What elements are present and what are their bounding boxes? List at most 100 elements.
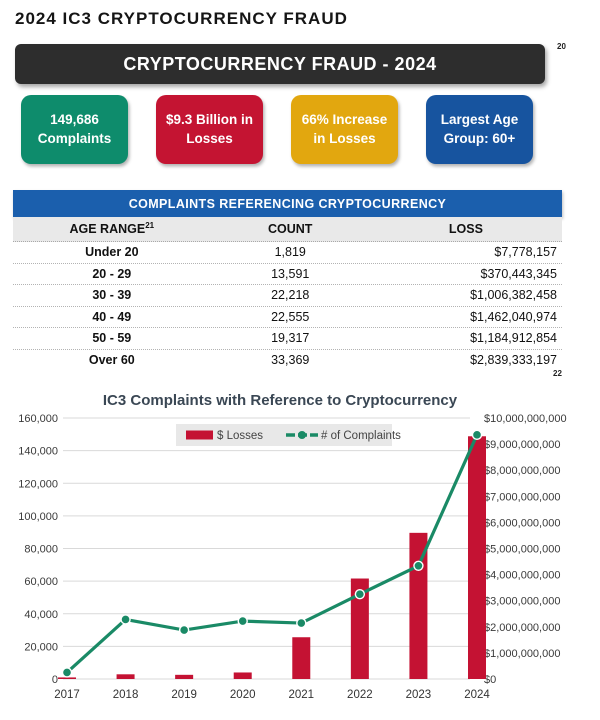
cell-age: 30 - 39 [92, 288, 132, 303]
stat-card-line1: Largest Age [440, 112, 519, 128]
cell-age: Under 20 [85, 245, 139, 260]
loss-bar [175, 674, 194, 679]
losses-legend-label: $ Losses [217, 430, 263, 442]
stat-card-line2: Group: 60+ [443, 131, 516, 146]
complaints-table: COMPLAINTS REFERENCING CRYPTOCURRENCY AG… [13, 190, 562, 371]
x-axis-label: 2019 [171, 689, 197, 701]
footnote-20: 20 [557, 42, 566, 51]
x-axis-label: 2020 [230, 689, 256, 701]
x-axis-label: 2017 [54, 689, 80, 701]
right-axis-tick: $0 [484, 674, 496, 686]
x-axis-label: 2023 [406, 689, 432, 701]
cell-age: 20 - 29 [92, 266, 132, 281]
banner-label: CRYPTOCURRENCY FRAUD - 2024 [123, 53, 437, 74]
left-axis-tick: 160,000 [18, 413, 58, 425]
footnote-21: 21 [145, 221, 155, 231]
stat-card-increase: 66% Increase in Losses [291, 95, 398, 164]
cell-age: 50 - 59 [92, 331, 132, 346]
x-axis-label: 2021 [288, 689, 314, 701]
right-axis-tick: $3,000,000,000 [484, 596, 560, 608]
right-axis-tick: $7,000,000,000 [484, 491, 560, 503]
complaints-point [413, 560, 424, 571]
complaints-point [296, 617, 307, 629]
table-title: COMPLAINTS REFERENCING CRYPTOCURRENCY [13, 190, 562, 217]
loss-bar [350, 578, 369, 679]
cell-count: 33,369 [271, 353, 310, 368]
left-axis-tick: 100,000 [18, 511, 58, 523]
left-axis-tick: 120,000 [18, 478, 58, 490]
left-axis-tick: 20,000 [24, 641, 58, 653]
stat-card-line1: $9.3 Billion in [165, 112, 254, 128]
cell-loss: $370,443,345 [480, 266, 557, 281]
loss-bar [233, 672, 252, 679]
stat-card-line1: 149,686 [50, 112, 99, 128]
loss-bar [468, 436, 486, 679]
cell-count: 22,555 [271, 309, 310, 324]
right-axis-tick: $6,000,000,000 [484, 517, 560, 529]
loss-bar [58, 677, 76, 679]
x-axis-label: 2018 [113, 689, 139, 701]
chart-title: IC3 Complaints with Reference to Cryptoc… [102, 392, 458, 409]
stat-card-line2: in Losses [313, 131, 376, 146]
table-row: Under 20 1,819 $7,778,157 [13, 242, 562, 264]
complaints-legend-label: # of Complaints [321, 430, 401, 442]
left-axis-tick: 80,000 [24, 544, 58, 556]
cell-age: 40 - 49 [92, 309, 132, 324]
x-axis-label: 2022 [347, 689, 373, 701]
cell-loss: $1,006,382,458 [470, 288, 557, 303]
table-row: 40 - 49 22,555 $1,462,040,974 [13, 306, 562, 328]
losses-legend-swatch-icon [186, 430, 213, 440]
left-axis-tick: 60,000 [24, 576, 58, 588]
complaints-point [61, 667, 73, 678]
cell-count: 19,317 [271, 331, 310, 346]
right-axis-tick: $1,000,000,000 [484, 648, 560, 660]
table-header-row: AGE RANGE21 COUNT LOSS [13, 217, 562, 242]
column-header-count: COUNT [268, 222, 313, 236]
left-axis-tick: 40,000 [24, 609, 58, 621]
x-axis-label: 2024 [464, 689, 490, 701]
cell-loss: $1,184,912,854 [470, 331, 557, 346]
stat-cards-row: 149,686 Complaints $9.3 Billion in Losse… [21, 95, 533, 164]
right-axis-tick: $10,000,000,000 [484, 413, 567, 425]
page-title: 2024 IC3 CRYPTOCURRENCY FRAUD [15, 9, 348, 28]
cell-loss: $7,778,157 [494, 245, 557, 260]
stat-card-line2: Losses [186, 131, 233, 146]
cell-count: 1,819 [274, 245, 306, 260]
complaints-line [65, 434, 479, 674]
cell-loss: $1,462,040,974 [470, 309, 557, 324]
column-header-age-range: AGE RANGE21 [69, 221, 155, 237]
table-row: 30 - 39 22,218 $1,006,382,458 [13, 285, 562, 307]
cell-loss: $2,839,333,197 [470, 353, 557, 368]
stat-card-age-group: Largest Age Group: 60+ [426, 95, 533, 164]
left-axis-tick: 140,000 [18, 446, 58, 458]
complaints-point [178, 624, 190, 636]
complaints-point [471, 429, 483, 441]
complaints-point [354, 588, 366, 600]
complaints-legend-dot-icon [298, 431, 306, 439]
right-axis-tick: $8,000,000,000 [484, 465, 560, 477]
right-axis-tick: $9,000,000,000 [484, 439, 560, 451]
stat-card-line1: 66% Increase [301, 112, 388, 128]
complaints-point [120, 614, 131, 625]
right-axis-tick: $4,000,000,000 [484, 570, 560, 582]
right-axis-tick: $2,000,000,000 [484, 622, 560, 634]
loss-bar [292, 637, 311, 679]
loss-bar [116, 674, 135, 679]
crypto-chart: 0 20,000 40,000 60,000 80,000 100,000 120,000 1… [18, 413, 567, 701]
stat-card-losses: $9.3 Billion in Losses [156, 95, 263, 164]
stat-card-complaints: 149,686 Complaints [21, 95, 128, 164]
cell-age: Over 60 [88, 353, 135, 368]
left-axis-tick: 0 [52, 674, 58, 686]
column-header-loss: LOSS [448, 222, 483, 236]
cell-count: 13,591 [271, 266, 310, 281]
complaints-point [237, 615, 248, 627]
chart-legend [176, 424, 392, 446]
table-row: Over 60 33,369 $2,839,333,197 [13, 349, 562, 371]
section-banner: CRYPTOCURRENCY FRAUD - 2024 [15, 44, 545, 84]
cell-count: 22,218 [271, 288, 310, 303]
table-row: 50 - 59 19,317 $1,184,912,854 [13, 328, 562, 350]
right-axis-tick: $5,000,000,000 [484, 544, 560, 556]
table-row: 20 - 29 13,591 $370,443,345 [13, 263, 562, 285]
stat-card-line2: Complaints [37, 131, 112, 146]
